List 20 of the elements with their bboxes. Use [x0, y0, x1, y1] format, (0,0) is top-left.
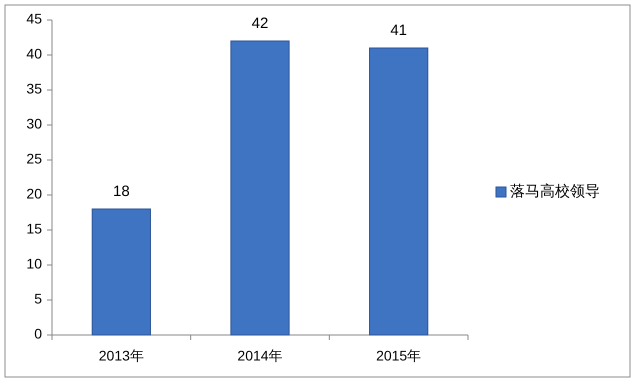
- y-tick-label: 0: [34, 326, 42, 342]
- y-tick-label: 20: [26, 186, 42, 202]
- y-tick-label: 25: [26, 150, 42, 167]
- bar: [369, 48, 428, 336]
- y-tick-label: 10: [26, 256, 42, 272]
- legend: 落马高校领导: [496, 182, 600, 200]
- y-tick-label: 45: [26, 10, 42, 27]
- y-tick-label: 5: [34, 290, 42, 307]
- x-tick-label: 2014年: [237, 348, 283, 364]
- y-tick-label: 30: [26, 116, 42, 132]
- data-label: 42: [252, 14, 268, 32]
- data-label: 41: [390, 22, 408, 39]
- bar: [230, 40, 290, 336]
- y-tick-label: 35: [26, 80, 42, 97]
- y-tick-label: 15: [26, 220, 42, 237]
- x-tick-label: 2013年: [98, 348, 144, 364]
- x-tick-label: 2015年: [376, 348, 422, 364]
- data-label: 18: [112, 182, 130, 200]
- y-tick-label: 40: [26, 46, 42, 62]
- bar: [92, 208, 151, 336]
